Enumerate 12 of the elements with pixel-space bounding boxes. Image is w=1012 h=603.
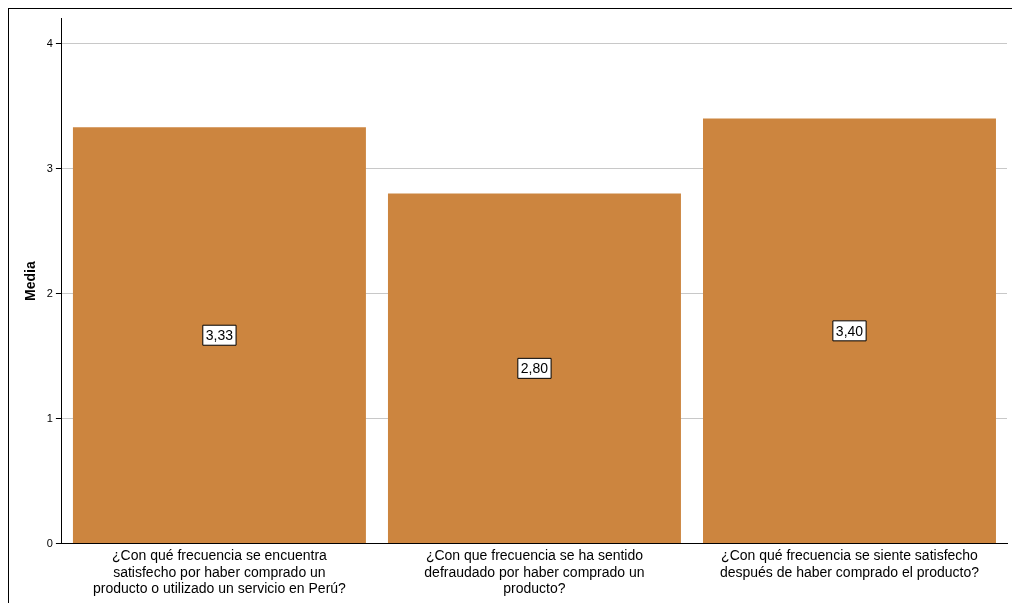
- y-tick-label: 2: [46, 286, 53, 299]
- y-tick-label: 0: [46, 536, 53, 549]
- data-label: 3,40: [835, 322, 864, 339]
- x-tick-label: ¿Con qué frecuencia se siente satisfecho después de haber comprado el producto?: [719, 546, 980, 580]
- data-label: 3,33: [205, 327, 234, 344]
- data-label: 2,80: [520, 360, 549, 377]
- y-tick-label: 4: [46, 36, 53, 49]
- x-tick-label: ¿Con qué frecuencia se encuentra satisfecho por haber comprado un producto o utilizado un servicio en Perú?: [92, 546, 347, 597]
- y-tick-label: 1: [46, 411, 53, 424]
- y-axis-title: Media: [22, 261, 39, 301]
- y-tick-label: 3: [46, 161, 53, 174]
- x-tick-label: ¿Con que frecuencia se ha sentido defraudado por haber comprado un producto?: [424, 546, 645, 597]
